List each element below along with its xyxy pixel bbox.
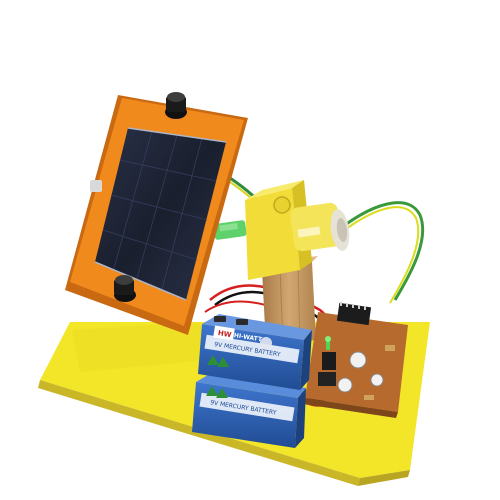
gear-motor [245, 180, 350, 280]
battery-top: HW HI-WATT 9V MERCURY BATTERY [198, 314, 312, 390]
light-sensor-bottom [114, 275, 136, 302]
light-sensor-top [165, 92, 187, 119]
battery-brand: HI-WATT [233, 332, 263, 343]
solar-panel [65, 92, 248, 335]
battery-logo: HW [217, 329, 232, 339]
circuit-board [303, 302, 408, 418]
green-hose [213, 220, 247, 240]
battery-bottom: 9V MERCURY BATTERY [192, 372, 306, 448]
